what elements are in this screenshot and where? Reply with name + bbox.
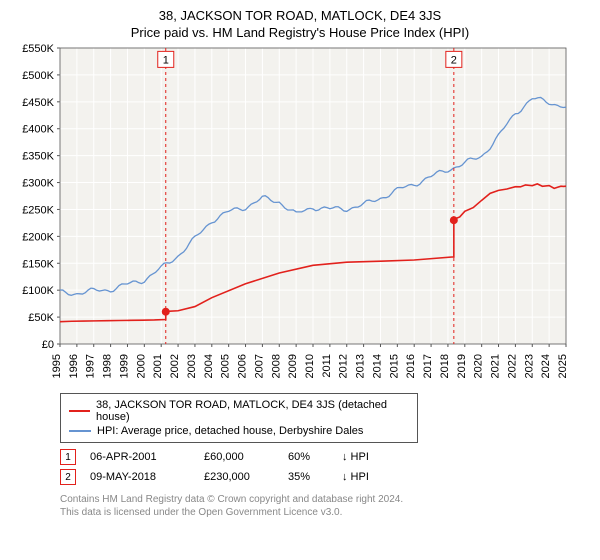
svg-text:2006: 2006 (237, 354, 249, 378)
footnote: Contains HM Land Registry data © Crown c… (60, 493, 590, 519)
legend-swatch (69, 430, 91, 432)
svg-text:2: 2 (451, 54, 457, 66)
svg-text:2020: 2020 (473, 354, 485, 378)
svg-text:£500K: £500K (22, 70, 54, 82)
svg-text:2021: 2021 (490, 354, 502, 378)
svg-text:£550K: £550K (22, 44, 54, 55)
marker-date: 09-MAY-2018 (90, 471, 190, 483)
svg-text:2003: 2003 (186, 354, 198, 378)
price-chart: £0 £50K £100K £150K £200K £250K £300K £350K £400… (10, 44, 570, 384)
marker-badge: 1 (60, 449, 76, 465)
svg-text:2018: 2018 (439, 354, 451, 378)
marker-price: £230,000 (204, 471, 274, 483)
svg-text:2025: 2025 (557, 354, 569, 378)
legend-label: HPI: Average price, detached house, Derb… (97, 425, 363, 437)
svg-text:2017: 2017 (422, 354, 434, 378)
legend: 38, JACKSON TOR ROAD, MATLOCK, DE4 3JS (… (60, 393, 418, 443)
svg-text:1996: 1996 (68, 354, 80, 378)
svg-text:2022: 2022 (506, 354, 518, 378)
marker-pct: 60% (288, 451, 328, 463)
svg-text:1998: 1998 (102, 354, 114, 378)
svg-text:2013: 2013 (355, 354, 367, 378)
svg-text:2009: 2009 (287, 354, 299, 378)
svg-text:2002: 2002 (169, 354, 181, 378)
svg-text:£50K: £50K (28, 312, 54, 324)
svg-text:2010: 2010 (304, 354, 316, 378)
marker-price: £60,000 (204, 451, 274, 463)
legend-label: 38, JACKSON TOR ROAD, MATLOCK, DE4 3JS (… (96, 399, 409, 423)
marker-pct: 35% (288, 471, 328, 483)
sale-marker-table: 1 06-APR-2001 £60,000 60% ↓ HPI 2 09-MAY-2018 £… (60, 447, 590, 487)
svg-text:2008: 2008 (270, 354, 282, 378)
svg-text:£300K: £300K (22, 178, 54, 190)
legend-swatch (69, 410, 90, 412)
svg-text:2024: 2024 (540, 354, 552, 378)
svg-text:£150K: £150K (22, 258, 54, 270)
marker-badge: 2 (60, 469, 76, 485)
svg-text:1997: 1997 (85, 354, 97, 378)
footnote-line: This data is licensed under the Open Gov… (60, 506, 590, 519)
legend-item: 38, JACKSON TOR ROAD, MATLOCK, DE4 3JS (… (69, 398, 409, 424)
footnote-line: Contains HM Land Registry data © Crown c… (60, 493, 590, 506)
marker-hpi-delta: ↓ HPI (342, 471, 369, 483)
svg-text:2023: 2023 (523, 354, 535, 378)
svg-text:1995: 1995 (51, 354, 63, 378)
svg-text:£250K: £250K (22, 204, 54, 216)
chart-subtitle: Price paid vs. HM Land Registry's House … (10, 25, 590, 40)
legend-item: HPI: Average price, detached house, Derb… (69, 424, 409, 438)
marker-row: 1 06-APR-2001 £60,000 60% ↓ HPI (60, 447, 590, 467)
svg-text:2019: 2019 (456, 354, 468, 378)
svg-text:1: 1 (163, 54, 169, 66)
svg-text:2014: 2014 (371, 354, 383, 378)
svg-text:2007: 2007 (253, 354, 265, 378)
marker-hpi-delta: ↓ HPI (342, 451, 369, 463)
svg-text:£400K: £400K (22, 124, 54, 136)
svg-text:2000: 2000 (135, 354, 147, 378)
svg-text:1999: 1999 (118, 354, 130, 378)
svg-text:2004: 2004 (203, 354, 215, 378)
svg-text:2005: 2005 (220, 354, 232, 378)
svg-text:£350K: £350K (22, 151, 54, 163)
svg-text:2012: 2012 (338, 354, 350, 378)
svg-text:2001: 2001 (152, 354, 164, 378)
chart-area: £0 £50K £100K £150K £200K £250K £300K £350K £400… (10, 44, 590, 389)
svg-text:£200K: £200K (22, 231, 54, 243)
svg-text:2016: 2016 (405, 354, 417, 378)
svg-text:£450K: £450K (22, 97, 54, 109)
svg-text:£0: £0 (42, 339, 54, 351)
chart-title: 38, JACKSON TOR ROAD, MATLOCK, DE4 3JS (10, 8, 590, 23)
svg-text:£100K: £100K (22, 285, 54, 297)
marker-date: 06-APR-2001 (90, 451, 190, 463)
marker-row: 2 09-MAY-2018 £230,000 35% ↓ HPI (60, 467, 590, 487)
svg-text:2015: 2015 (388, 354, 400, 378)
svg-text:2011: 2011 (321, 354, 333, 378)
